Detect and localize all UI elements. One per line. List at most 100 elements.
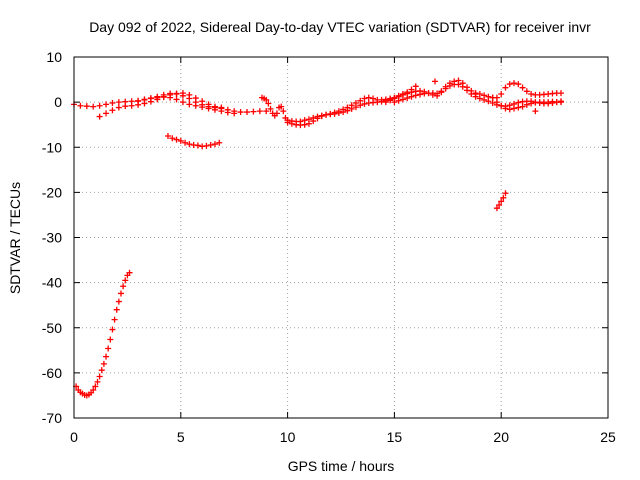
data-point bbox=[179, 90, 186, 97]
data-point bbox=[395, 97, 402, 104]
x-axis-title: GPS time / hours bbox=[288, 458, 395, 474]
data-point bbox=[314, 115, 321, 122]
data-point bbox=[434, 90, 441, 97]
data-point bbox=[160, 94, 167, 101]
data-point bbox=[263, 108, 270, 115]
y-tick-label: -40 bbox=[42, 275, 62, 291]
data-point bbox=[404, 95, 411, 102]
data-point bbox=[352, 104, 359, 111]
data-point bbox=[207, 141, 214, 148]
data-point bbox=[167, 94, 174, 101]
data-point bbox=[348, 105, 355, 112]
data-point bbox=[431, 78, 438, 85]
data-point bbox=[335, 109, 342, 116]
data-point bbox=[169, 135, 176, 142]
data-point bbox=[192, 102, 199, 109]
data-point bbox=[498, 102, 505, 109]
data-point bbox=[387, 97, 394, 104]
data-point bbox=[511, 80, 518, 87]
data-point bbox=[109, 100, 116, 107]
data-point bbox=[519, 84, 526, 91]
data-point bbox=[120, 283, 127, 290]
data-point bbox=[96, 373, 103, 380]
data-point bbox=[472, 90, 479, 97]
data-point bbox=[500, 194, 507, 201]
data-point bbox=[502, 105, 509, 112]
data-point bbox=[154, 94, 161, 101]
data-point bbox=[179, 99, 186, 106]
data-point bbox=[408, 93, 415, 100]
data-point bbox=[244, 109, 251, 116]
data-point bbox=[115, 104, 122, 111]
data-point bbox=[519, 103, 526, 110]
x-tick-label: 0 bbox=[70, 429, 78, 445]
data-point bbox=[173, 96, 180, 103]
data-point bbox=[113, 306, 120, 313]
data-point bbox=[438, 88, 445, 95]
chart-title: Day 092 of 2022, Sidereal Day-to-day VTE… bbox=[89, 19, 591, 35]
data-point bbox=[199, 98, 206, 105]
data-point bbox=[115, 298, 122, 305]
data-point bbox=[265, 100, 272, 107]
data-point bbox=[256, 108, 263, 115]
data-point bbox=[515, 81, 522, 88]
data-point bbox=[96, 102, 103, 109]
y-tick-label: -20 bbox=[42, 184, 62, 200]
data-point bbox=[216, 139, 223, 146]
data-point bbox=[194, 142, 201, 149]
data-point bbox=[498, 198, 505, 205]
data-point bbox=[331, 110, 338, 117]
data-point bbox=[111, 316, 118, 323]
data-point bbox=[558, 99, 565, 106]
data-point bbox=[532, 108, 539, 115]
x-tick-label: 5 bbox=[177, 429, 185, 445]
data-point bbox=[273, 110, 280, 117]
data-point bbox=[301, 121, 308, 128]
data-point bbox=[523, 101, 530, 108]
data-point bbox=[164, 132, 171, 139]
data-point bbox=[361, 95, 368, 102]
data-point bbox=[506, 106, 513, 113]
data-point bbox=[496, 202, 503, 209]
data-point bbox=[117, 290, 124, 297]
data-point bbox=[489, 94, 496, 101]
data-point bbox=[344, 107, 351, 114]
data-point bbox=[173, 136, 180, 143]
data-point bbox=[182, 139, 189, 146]
y-tick-label: -70 bbox=[42, 410, 62, 426]
data-point bbox=[476, 91, 483, 98]
data-point bbox=[489, 100, 496, 107]
data-point bbox=[96, 113, 103, 120]
data-point bbox=[90, 103, 97, 110]
data-point bbox=[92, 383, 99, 390]
axis-ticks bbox=[73, 56, 609, 419]
data-point bbox=[122, 277, 129, 284]
data-point bbox=[502, 190, 509, 197]
data-point bbox=[100, 360, 107, 367]
y-axis-title: SDTVAR / TECUs bbox=[7, 182, 23, 294]
data-point bbox=[455, 81, 462, 88]
data-point bbox=[382, 99, 389, 106]
data-point bbox=[365, 94, 372, 101]
series-afternoon-outlier bbox=[431, 78, 539, 115]
x-tick-label: 10 bbox=[280, 429, 296, 445]
data-point bbox=[361, 100, 368, 107]
data-point bbox=[103, 353, 110, 360]
data-point bbox=[468, 91, 475, 98]
data-point bbox=[224, 109, 231, 116]
data-point bbox=[515, 104, 522, 111]
data-point bbox=[98, 367, 105, 374]
series-afternoon-d bbox=[489, 94, 565, 113]
data-point bbox=[237, 109, 244, 116]
data-point bbox=[83, 103, 90, 110]
data-point bbox=[340, 109, 347, 116]
data-point bbox=[318, 113, 325, 120]
data-point bbox=[459, 83, 466, 90]
data-point bbox=[186, 91, 193, 98]
data-point bbox=[186, 101, 193, 108]
y-tick-label: -50 bbox=[42, 320, 62, 336]
series-initial-curve bbox=[73, 269, 133, 399]
y-tick-label: 10 bbox=[46, 49, 62, 65]
x-tick-label: 20 bbox=[493, 429, 509, 445]
